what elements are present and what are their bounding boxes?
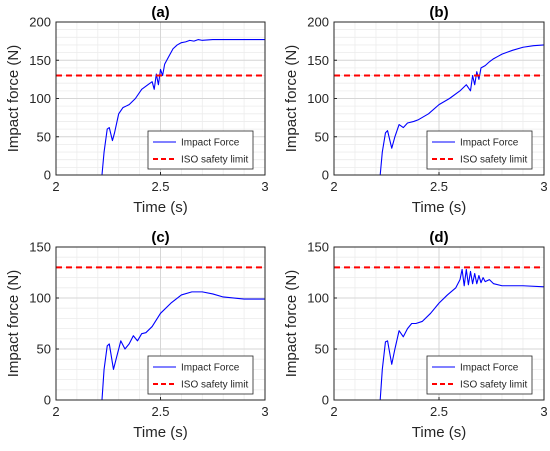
legend-box [147, 130, 254, 170]
legend-box [426, 130, 533, 170]
y-tick-label: 150 [29, 53, 51, 68]
legend-label-impact-force: Impact Force [181, 138, 240, 149]
legend-label-impact-force: Impact Force [181, 363, 240, 374]
y-tick-label: 0 [44, 393, 51, 408]
chart-panel-3: 2 2.5 3 0 50 100 150 (c) Time (s) Impact force (N… [5, 229, 269, 441]
y-axis-label: Impact force (N) [283, 45, 300, 153]
y-tick-label: 150 [307, 53, 329, 68]
y-tick-label: 50 [37, 129, 51, 144]
y-tick-label: 50 [315, 129, 329, 144]
legend: Impact Force ISO safety limit [147, 355, 254, 395]
series-line-impact-force [56, 291, 265, 401]
legend-box [147, 355, 254, 395]
panel-title: (d) [429, 229, 448, 246]
panel-title: (c) [151, 229, 169, 246]
x-tick-label: 2 [52, 404, 59, 419]
x-tick-label: 2 [330, 179, 337, 194]
y-tick-label: 100 [29, 291, 51, 306]
legend-label-impact-force: Impact Force [460, 138, 519, 149]
legend-label-iso-safety-limit: ISO safety limit [181, 380, 248, 391]
x-tick-label: 3 [261, 404, 268, 419]
y-axis-label: Impact force (N) [283, 270, 300, 378]
legend-box [426, 355, 533, 395]
series-line-impact-force [334, 44, 545, 176]
legend-label-iso-safety-limit: ISO safety limit [460, 380, 527, 391]
x-tick-label: 2.5 [430, 179, 448, 194]
x-tick-label: 2 [52, 179, 59, 194]
panel-title: (b) [429, 4, 448, 21]
chart-panel-2: 2 2.5 3 0 50 100 150 200 (b) Time (s) Impact force… [283, 4, 548, 216]
x-tick-label: 2.5 [151, 404, 169, 419]
x-tick-label: 2.5 [430, 404, 448, 419]
y-axis-label: Impact force (N) [5, 270, 22, 378]
y-tick-label: 50 [37, 342, 51, 357]
y-tick-label: 100 [29, 91, 51, 106]
y-tick-label: 0 [322, 393, 329, 408]
y-tick-label: 50 [315, 342, 329, 357]
chart-panel-4: 2 2.5 3 0 50 100 150 (d) Time (s) Impact force (N… [283, 229, 548, 441]
x-axis-label: Time (s) [412, 199, 466, 216]
y-tick-label: 200 [307, 15, 329, 30]
x-tick-label: 3 [261, 179, 268, 194]
y-tick-label: 0 [44, 168, 51, 183]
y-tick-label: 150 [307, 240, 329, 255]
legend: Impact Force ISO safety limit [426, 355, 533, 395]
y-tick-label: 100 [307, 91, 329, 106]
y-axis-label: Impact force (N) [5, 45, 22, 153]
y-tick-label: 200 [29, 15, 51, 30]
legend-label-impact-force: Impact Force [460, 363, 519, 374]
chart-panel-1: 2 2.5 3 0 50 100 150 200 (a) Time (s) Impact force… [5, 4, 269, 216]
x-tick-label: 2.5 [151, 179, 169, 194]
panel-title: (a) [151, 4, 169, 21]
x-tick-label: 3 [540, 179, 547, 194]
y-tick-label: 0 [322, 168, 329, 183]
series-line-impact-force [56, 39, 265, 176]
series-line-impact-force [334, 268, 545, 401]
x-axis-label: Time (s) [133, 424, 187, 441]
legend: Impact Force ISO safety limit [426, 130, 533, 170]
legend: Impact Force ISO safety limit [147, 130, 254, 170]
y-tick-label: 100 [307, 291, 329, 306]
x-axis-label: Time (s) [133, 199, 187, 216]
legend-label-iso-safety-limit: ISO safety limit [181, 155, 248, 166]
y-tick-label: 150 [29, 240, 51, 255]
legend-label-iso-safety-limit: ISO safety limit [460, 155, 527, 166]
x-tick-label: 3 [540, 404, 547, 419]
x-axis-label: Time (s) [412, 424, 466, 441]
x-tick-label: 2 [330, 404, 337, 419]
